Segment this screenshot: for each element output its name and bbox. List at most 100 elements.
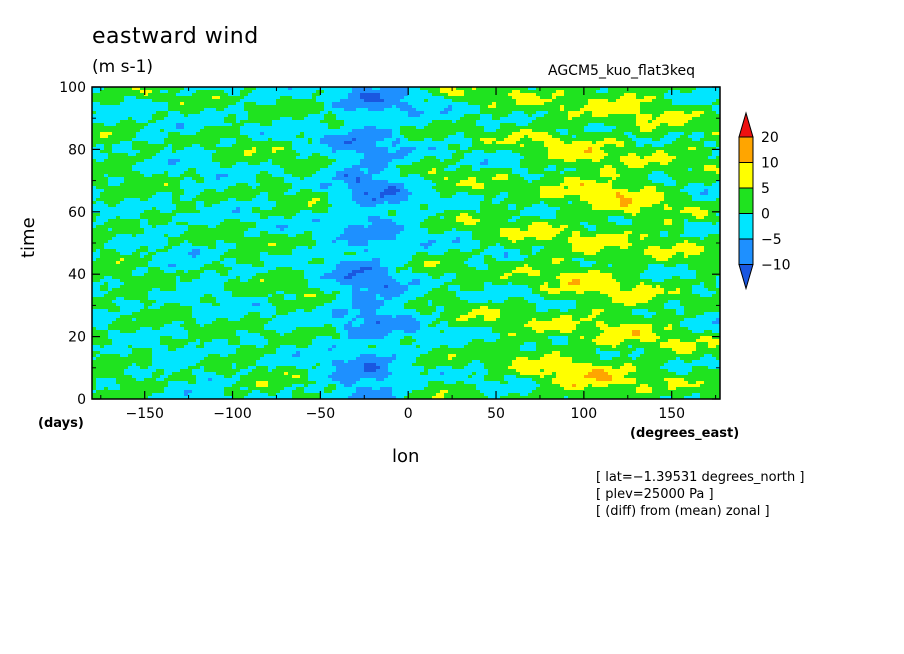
heatmap-cell [444,87,449,91]
heatmap-cell [612,135,617,139]
heatmap-cell [644,117,649,121]
heatmap-cell [240,102,245,106]
heatmap-cell [208,126,213,130]
heatmap-cell [644,138,649,142]
heatmap-cell [328,111,333,115]
heatmap-cell [688,141,693,145]
heatmap-cell [664,168,669,172]
heatmap-cell [396,117,401,121]
heatmap-cell [376,123,381,127]
heatmap-cell [296,123,301,127]
heatmap-cell [228,165,233,169]
heatmap-cell [320,177,325,181]
heatmap-cell [116,138,121,142]
heatmap-cell [504,123,509,127]
heatmap-cell [436,99,441,103]
heatmap-cell [440,171,445,175]
heatmap-cell [132,141,137,145]
heatmap-cell [676,177,681,181]
heatmap-cell [476,168,481,172]
heatmap-cell [152,102,157,106]
heatmap-cell [636,144,641,148]
heatmap-cell [496,105,501,109]
heatmap-cell [620,144,625,148]
heatmap-cell [388,147,393,151]
heatmap-cell [268,126,273,130]
heatmap-cell [404,156,409,160]
heatmap-cell [496,102,501,106]
heatmap-cell [556,114,561,118]
heatmap-cell [700,144,705,148]
heatmap-cell [436,129,441,133]
heatmap-cell [212,105,217,109]
heatmap-cell [288,105,293,109]
heatmap-cell [664,90,669,94]
heatmap-cell [272,153,277,157]
heatmap-cell [632,123,637,127]
heatmap-cell [580,177,585,181]
heatmap-cell [124,162,129,166]
heatmap-cell [556,180,561,184]
heatmap-cell [516,129,521,133]
heatmap-cell [280,150,285,154]
heatmap-cell [424,135,429,139]
heatmap-cell [256,135,261,139]
heatmap-cell [336,90,341,94]
heatmap-cell [188,129,193,133]
heatmap-cell [152,120,157,124]
heatmap-cell [436,90,441,94]
heatmap-cell [624,177,629,181]
heatmap-cell [144,138,149,142]
heatmap-cell [232,93,237,97]
heatmap-cell [448,87,453,91]
heatmap-cell [536,96,541,100]
heatmap-cell [496,93,501,97]
heatmap-cell [588,99,593,103]
heatmap-cell [640,153,645,157]
heatmap-cell [556,150,561,154]
heatmap-cell [448,141,453,145]
heatmap-cell [608,150,613,154]
heatmap-cell [240,168,245,172]
heatmap-cell [552,114,557,118]
heatmap-cell [320,171,325,175]
heatmap-cell [460,147,465,151]
heatmap-cell [456,105,461,109]
heatmap-cell [580,93,585,97]
heatmap-cell [400,93,405,97]
heatmap-cell [316,123,321,127]
heatmap-cell [600,135,605,139]
heatmap-cell [184,138,189,142]
heatmap-cell [372,93,377,97]
heatmap-cell [716,177,721,181]
heatmap-cell [336,171,341,175]
heatmap-cell [312,147,317,151]
heatmap-cell [152,144,157,148]
heatmap-cell [272,156,277,160]
heatmap-cell [200,180,205,184]
heatmap-cell [392,117,397,121]
heatmap-cell [428,144,433,148]
heatmap-cell [648,174,653,178]
heatmap-cell [588,105,593,109]
heatmap-cell [468,180,473,184]
heatmap-cell [232,123,237,127]
heatmap-cell [680,165,685,169]
heatmap-cell [524,180,529,184]
heatmap-cell [552,162,557,166]
heatmap-cell [556,165,561,169]
heatmap-cell [576,141,581,145]
heatmap-cell [328,132,333,136]
heatmap-cell [556,123,561,127]
heatmap-cell [92,165,97,169]
heatmap-cell [412,180,417,184]
heatmap-cell [232,105,237,109]
heatmap-cell [408,102,413,106]
heatmap-cell [152,123,157,127]
heatmap-cell [384,123,389,127]
heatmap-cell [320,162,325,166]
heatmap-cell [188,147,193,151]
heatmap-cell [680,129,685,133]
heatmap-cell [652,99,657,103]
heatmap-cell [492,105,497,109]
